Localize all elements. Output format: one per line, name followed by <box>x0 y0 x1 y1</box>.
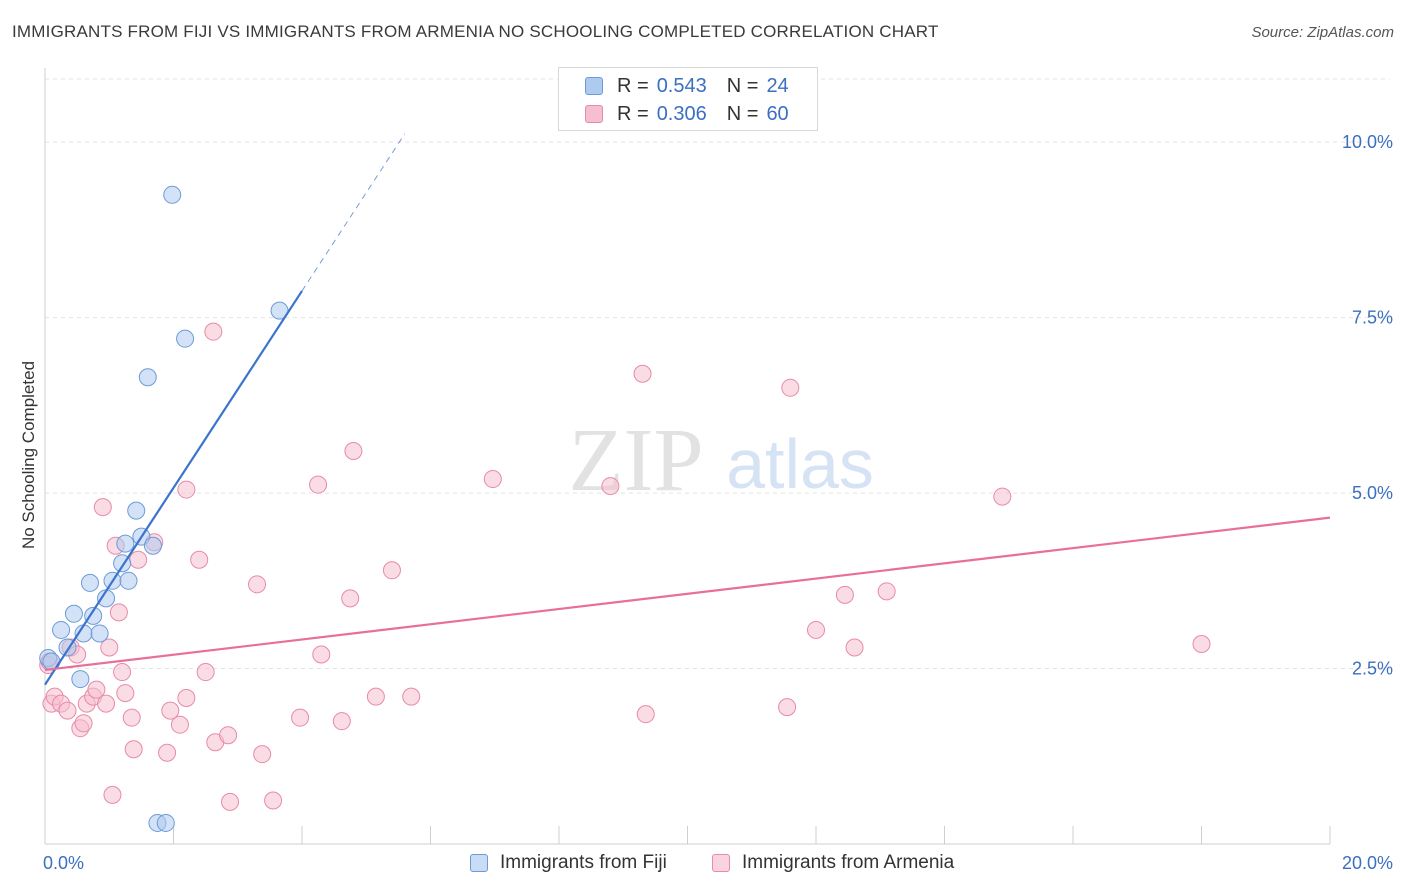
legend-n-label: N = <box>726 74 759 97</box>
point-fiji <box>64 604 83 623</box>
legend-swatch-fiji <box>585 77 603 95</box>
point-armenia <box>113 663 132 682</box>
point-fiji <box>90 624 109 643</box>
legend-n-value-fiji: 24 <box>766 74 789 97</box>
point-armenia <box>161 701 180 720</box>
point-fiji <box>84 606 103 625</box>
x-tick-label: 20.0% <box>1342 853 1393 873</box>
point-armenia <box>190 550 209 569</box>
point-fiji <box>71 670 90 689</box>
correlation-legend: R = 0.543 N = 24 R = 0.306 N = 60 <box>558 67 818 131</box>
series-swatch-armenia <box>712 854 730 872</box>
point-armenia <box>309 475 328 494</box>
point-armenia <box>312 645 331 664</box>
point-armenia <box>633 364 652 383</box>
point-fiji <box>163 185 182 204</box>
legend-swatch-armenia <box>585 105 603 123</box>
series-legend-armenia[interactable]: Immigrants from Armenia <box>712 852 954 874</box>
x-tick-label: 0.0% <box>43 853 84 873</box>
point-armenia <box>87 680 106 699</box>
legend-r-label: R = <box>617 74 649 97</box>
point-armenia <box>97 694 116 713</box>
series-legend-label-fiji: Immigrants from Fiji <box>500 852 667 873</box>
point-armenia <box>341 589 360 608</box>
point-armenia <box>100 638 119 657</box>
point-armenia <box>248 575 267 594</box>
point-armenia <box>177 480 196 499</box>
point-armenia <box>221 792 240 811</box>
legend-r-label: R = <box>617 102 649 125</box>
point-fiji <box>138 368 157 387</box>
point-fiji <box>119 571 138 590</box>
legend-n-value-armenia: 60 <box>766 102 789 125</box>
point-armenia <box>253 745 272 764</box>
y-tick-label: 2.5% <box>1352 659 1393 679</box>
trend-line-fiji <box>44 290 303 686</box>
point-fiji <box>52 620 71 639</box>
watermark-zip: ZIP <box>569 411 704 510</box>
point-armenia <box>116 684 135 703</box>
point-armenia <box>177 689 196 708</box>
point-armenia <box>122 708 141 727</box>
point-armenia <box>109 603 128 622</box>
point-armenia <box>993 487 1012 506</box>
point-armenia <box>807 620 825 639</box>
legend-r-value-armenia: 0.306 <box>656 102 707 125</box>
point-armenia <box>204 322 223 341</box>
point-armenia <box>402 687 421 706</box>
legend-row-armenia: R = 0.306 N = 60 <box>585 102 809 126</box>
point-armenia <box>332 712 351 731</box>
point-armenia <box>264 791 283 810</box>
series-legend: Immigrants from Fiji Immigrants from Arm… <box>0 852 1406 876</box>
point-armenia <box>124 740 143 759</box>
watermark-atlas: atlas <box>726 425 874 503</box>
legend-n-label: N = <box>726 102 759 125</box>
point-armenia <box>877 582 896 601</box>
point-armenia <box>158 743 177 762</box>
trend-line-armenia <box>44 516 1331 672</box>
series-legend-label-armenia: Immigrants from Armenia <box>742 852 955 873</box>
legend-r-value-fiji: 0.543 <box>656 74 707 97</box>
point-armenia <box>103 785 122 804</box>
point-armenia <box>1192 634 1211 653</box>
trend-extension-fiji <box>301 133 406 292</box>
point-armenia <box>636 705 655 724</box>
point-fiji <box>80 573 99 592</box>
point-armenia <box>196 663 215 682</box>
point-armenia <box>344 441 363 460</box>
point-armenia <box>170 715 189 734</box>
point-fiji <box>156 813 175 832</box>
point-armenia <box>58 701 77 720</box>
point-armenia <box>845 638 864 657</box>
y-tick-label: 10.0% <box>1342 132 1393 152</box>
point-armenia <box>483 470 502 489</box>
point-armenia <box>778 698 797 717</box>
point-armenia <box>601 477 620 496</box>
point-fiji <box>116 534 135 553</box>
point-armenia <box>74 714 93 733</box>
point-fiji <box>127 501 146 520</box>
y-tick-label: 7.5% <box>1352 308 1393 328</box>
point-armenia <box>366 687 385 706</box>
point-fiji <box>176 329 195 348</box>
y-tick-label: 5.0% <box>1352 483 1393 503</box>
point-armenia <box>382 561 401 580</box>
y-axis-label: No Schooling Completed <box>19 361 38 549</box>
legend-row-fiji: R = 0.543 N = 24 <box>585 74 809 98</box>
point-armenia <box>93 498 112 517</box>
source-label: Source: ZipAtlas.com <box>1251 24 1394 41</box>
point-armenia <box>219 726 238 745</box>
point-armenia <box>835 585 854 604</box>
point-armenia <box>291 708 310 727</box>
point-armenia <box>129 550 148 569</box>
series-swatch-fiji <box>470 854 488 872</box>
series-legend-fiji[interactable]: Immigrants from Fiji <box>470 852 667 874</box>
chart-title: IMMIGRANTS FROM FIJI VS IMMIGRANTS FROM … <box>12 22 939 41</box>
point-fiji <box>143 536 162 555</box>
point-armenia <box>781 378 800 397</box>
